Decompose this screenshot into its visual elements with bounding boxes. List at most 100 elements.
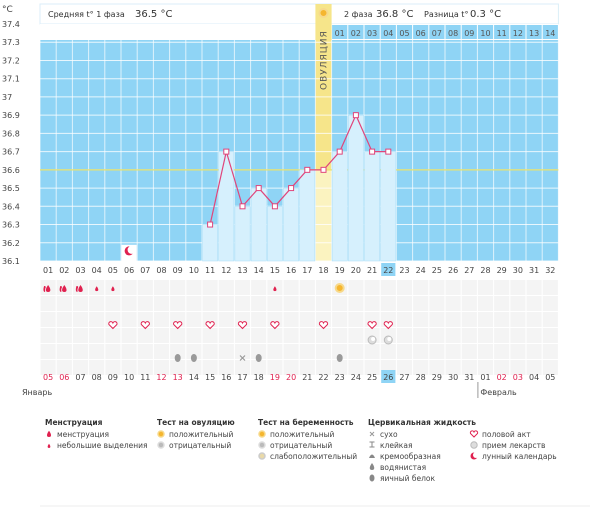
eggwhite-icon	[369, 474, 375, 482]
menstruation-heavy-icon	[78, 285, 83, 292]
symptom-cell	[56, 312, 72, 327]
symptom-cell	[40, 312, 56, 327]
symptom-cell	[461, 312, 477, 327]
heart-icon	[237, 321, 248, 330]
symptom-cell	[364, 360, 380, 375]
post-ovulation-day: 04	[383, 29, 393, 38]
difference-value: 0.3 °C	[470, 9, 501, 20]
sun-weak-icon	[258, 452, 266, 460]
symptom-cell	[299, 312, 315, 327]
symptom-cell	[477, 360, 494, 375]
heart-icon	[469, 430, 479, 438]
symptom-cell	[202, 296, 218, 311]
symptom-cell	[251, 344, 267, 359]
month-left-label: Январь	[22, 388, 52, 397]
cycle-day-label: 20	[351, 266, 361, 275]
symptom-cell	[218, 280, 234, 295]
symptom-cell	[494, 296, 510, 311]
symptom-cell	[315, 344, 332, 359]
post-ovulation-day: 12	[513, 29, 523, 38]
calendar-date-label: 17	[237, 373, 247, 382]
symptom-cell	[251, 328, 267, 343]
post-ovulation-day: 10	[480, 29, 490, 38]
symptom-cell	[40, 344, 56, 359]
symptom-cell	[380, 296, 396, 311]
symptom-cell	[494, 360, 510, 375]
y-tick-label: 36.8	[2, 129, 20, 138]
symptom-cell	[137, 280, 153, 295]
calendar-date-label: 05	[545, 373, 555, 382]
symptom-cell	[170, 280, 186, 295]
heart-icon	[383, 321, 393, 330]
symptom-cell	[186, 312, 202, 327]
menstruation-light-icon	[273, 286, 277, 292]
legend-group-title: Цервикальная жидкость	[368, 418, 476, 427]
calendar-date-label: 18	[254, 373, 264, 382]
symptom-cell	[218, 296, 234, 311]
symptom-cell	[121, 360, 137, 375]
temperature-point	[239, 203, 246, 210]
cycle-day-label: 24	[416, 266, 426, 275]
temperature-point	[385, 148, 392, 155]
symptom-cell	[89, 360, 105, 375]
cross-icon	[369, 431, 375, 437]
phase2-value: 36.8 °C	[376, 9, 413, 20]
symptom-cell	[89, 296, 105, 311]
cycle-day-label: 07	[140, 266, 150, 275]
legend-item-label: слабоположительный	[270, 452, 357, 461]
symptom-cell	[494, 280, 510, 295]
menstruation-heavy-icon	[75, 286, 79, 292]
cycle-day-label: 15	[270, 266, 280, 275]
temperature-bar	[267, 206, 283, 262]
pill-icon	[470, 441, 478, 449]
y-tick-label: 36.9	[2, 111, 20, 120]
cycle-day-label: 16	[286, 266, 296, 275]
y-tick-label: 36.6	[2, 166, 20, 175]
symptom-cell	[56, 328, 72, 343]
eggwhite-icon	[174, 354, 181, 362]
legend-item-label: лунный календарь	[482, 452, 557, 461]
symptom-cell	[429, 344, 445, 359]
symptom-cell	[413, 328, 429, 343]
moon-icon-cutout	[127, 245, 136, 254]
calendar-date-label: 21	[302, 373, 312, 382]
symptom-cell	[267, 328, 283, 343]
symptom-cell	[153, 328, 170, 343]
sun-negative-icon	[258, 441, 266, 449]
symptom-cell	[445, 344, 461, 359]
cycle-day-label: 18	[318, 266, 328, 275]
sun-positive-icon	[157, 430, 165, 438]
symptom-cell	[396, 296, 413, 311]
symptom-cell	[72, 312, 89, 327]
cycle-day-label: 06	[124, 266, 134, 275]
symptom-cell	[510, 328, 526, 343]
temperature-bar	[202, 224, 218, 262]
calendar-date-label: 14	[189, 373, 199, 382]
calendar-date-label: 27	[399, 373, 409, 382]
menstruation-heavy-icon	[45, 285, 51, 292]
legend-item-label: клейкая	[380, 441, 412, 450]
symptom-cell	[299, 280, 315, 295]
drop-light-icon	[47, 443, 51, 448]
menstruation-light-icon	[95, 286, 99, 292]
symptom-cell	[218, 328, 234, 343]
symptom-cell	[56, 344, 72, 359]
legend-item-label: отрицательный	[270, 441, 332, 450]
temperature-point	[352, 112, 359, 119]
eggwhite-icon	[190, 354, 197, 362]
phase1-value: 36.5 °C	[135, 9, 172, 20]
symptom-cell	[396, 360, 413, 375]
symptom-cell	[153, 344, 170, 359]
symptom-cell	[348, 312, 364, 327]
calendar-date-label: 12	[156, 373, 166, 382]
symptom-cell	[72, 344, 89, 359]
symptom-cell	[137, 344, 153, 359]
current-date-highlight	[381, 370, 396, 383]
symptom-cell	[413, 360, 429, 375]
symptom-cell	[332, 344, 348, 359]
post-ov-day-cell	[332, 25, 348, 39]
symptom-cell	[364, 280, 380, 295]
symptom-cell	[299, 328, 315, 343]
symptom-cell	[299, 344, 315, 359]
post-ov-day-cell	[364, 25, 380, 39]
